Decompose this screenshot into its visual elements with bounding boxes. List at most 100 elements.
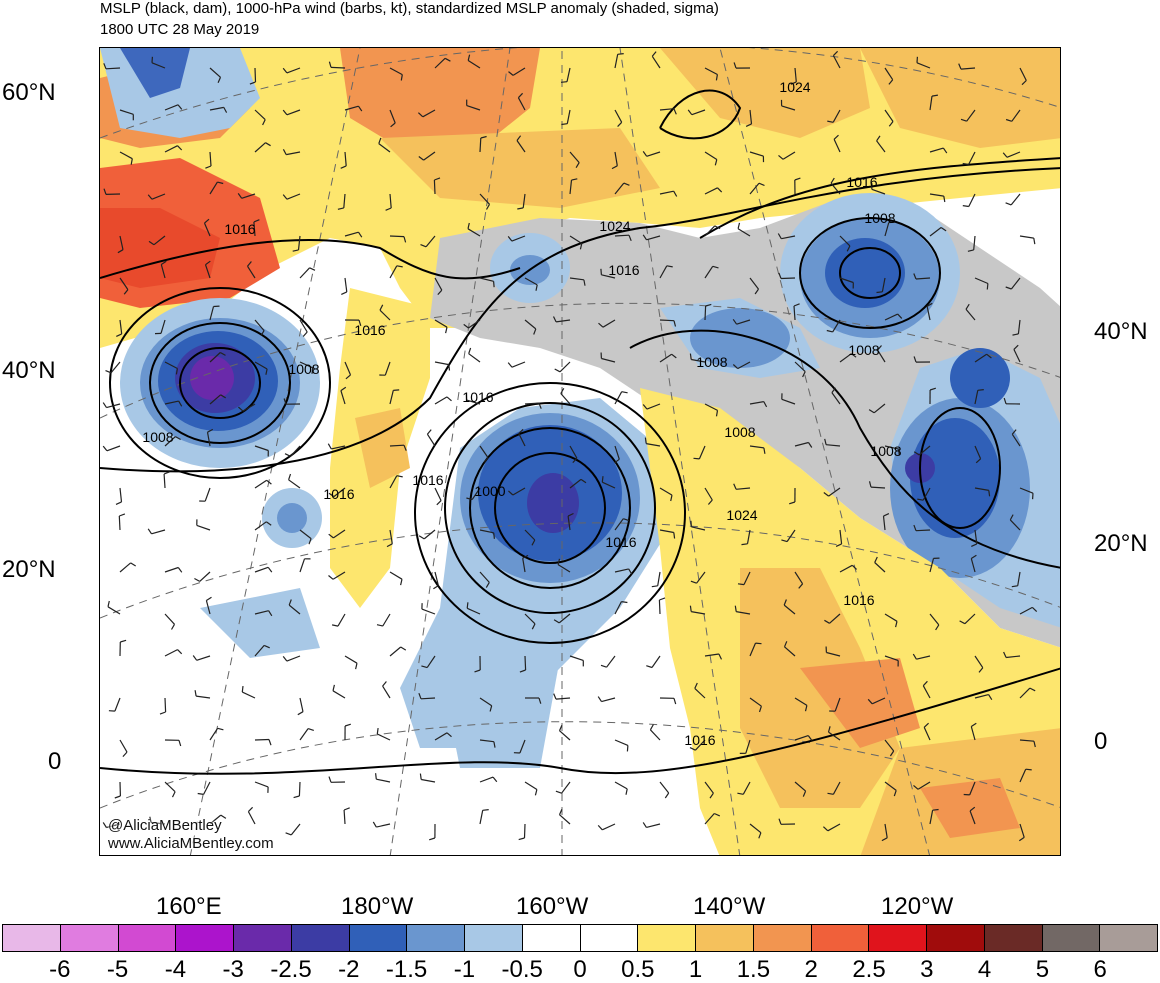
map-panel[interactable]	[99, 47, 1061, 856]
wind-barb-flag	[120, 640, 126, 642]
wind-barb	[1020, 236, 1034, 238]
colorbar-box	[465, 925, 523, 951]
wind-barb	[525, 824, 526, 838]
wind-barb	[615, 740, 628, 745]
wind-barb-flag	[690, 354, 691, 360]
wind-barb-flag	[419, 536, 424, 539]
wind-barb	[615, 782, 627, 789]
colorbar-box	[61, 925, 119, 951]
wind-barb	[165, 568, 178, 573]
wind-barb	[345, 278, 347, 292]
isobar-label: 1016	[846, 174, 877, 190]
wind-barb	[289, 480, 300, 488]
wind-barb	[390, 445, 404, 446]
wind-barb	[115, 698, 120, 711]
wind-barb-flag	[103, 822, 106, 827]
wind-barb-flag	[194, 579, 199, 582]
wind-barb	[421, 698, 435, 699]
wind-barb-flag	[178, 568, 182, 573]
wind-barb-flag	[269, 740, 271, 746]
wind-barb-flag	[598, 697, 601, 702]
wind-barb-flag	[756, 643, 762, 644]
colorbar-tick-label: -6	[49, 957, 70, 983]
wind-barb	[165, 614, 175, 624]
wind-barb-flag	[283, 656, 287, 661]
isobar-label: 1016	[412, 472, 443, 488]
isobar-label: 1000	[474, 483, 505, 499]
wind-barb-flag	[103, 403, 106, 408]
wind-barb	[525, 656, 526, 670]
wind-barb-flag	[519, 838, 525, 840]
wind-barb-flag	[303, 332, 307, 337]
wind-barb	[197, 656, 210, 660]
wind-barb-flag	[218, 728, 224, 730]
wind-barb-flag	[602, 476, 603, 482]
wind-barb	[602, 698, 616, 702]
wind-barb	[255, 740, 269, 741]
wind-barb-flag	[289, 474, 291, 480]
isobar-label: 1008	[288, 361, 319, 377]
wind-barb	[300, 729, 308, 740]
wind-barb-flag	[206, 597, 211, 600]
wind-barb-flag	[665, 793, 668, 798]
wind-barb	[242, 692, 255, 698]
colorbar-tick-label: 4	[978, 957, 991, 983]
wind-barb-flag	[659, 598, 665, 600]
colorbar-box	[350, 925, 408, 951]
wind-barb-flag	[652, 586, 658, 587]
wind-barb	[652, 656, 660, 668]
wind-barb	[197, 525, 210, 530]
wind-barb-flag	[738, 584, 744, 585]
wind-barb	[196, 696, 210, 698]
wind-barb-flag	[332, 625, 338, 626]
wind-barb	[916, 530, 930, 531]
wind-barb-flag	[493, 777, 497, 782]
isobar-label: 1016	[462, 389, 493, 405]
isobar-label: 1008	[696, 354, 727, 370]
colorbar-box	[581, 925, 639, 951]
wind-barb-flag	[645, 438, 646, 444]
wind-barb-flag	[333, 685, 334, 691]
isobar-label: 1016	[605, 534, 636, 550]
wind-barb-flag	[377, 728, 378, 734]
wind-barb	[390, 572, 402, 579]
isobar-label: 1024	[726, 507, 757, 523]
isobar-label: 1024	[779, 79, 810, 95]
wind-barb-flag	[978, 390, 984, 391]
lon-label-160w: 160°W	[516, 894, 588, 920]
wind-barb-flag	[674, 533, 675, 539]
wind-barb	[469, 354, 480, 362]
lon-label-180w: 180°W	[341, 894, 413, 920]
wind-barb-flag	[328, 444, 331, 449]
wind-barb-flag	[556, 791, 562, 793]
wind-barb	[435, 397, 447, 404]
colorbar-box	[119, 925, 177, 951]
wind-barb-flag	[344, 808, 350, 810]
colorbar-tick-label: 2	[805, 957, 818, 983]
wind-barb	[299, 782, 300, 796]
isobar-label: 1016	[323, 486, 354, 502]
wind-barb-flag	[447, 397, 452, 401]
wind-barb-flag	[310, 268, 315, 271]
lat-label-40n: 40°N	[2, 358, 56, 384]
wind-barb-flag	[198, 794, 204, 795]
isobar-label: 1008	[848, 342, 879, 358]
wind-barb-flag	[294, 796, 300, 798]
wind-barb-flag	[494, 533, 495, 539]
wind-barb	[291, 446, 301, 456]
lat-label-equator-right: 0	[1094, 729, 1107, 755]
wind-barb-flag	[643, 822, 646, 827]
colorbar-box	[696, 925, 754, 951]
wind-barb-flag	[377, 625, 383, 626]
colorbar-box	[638, 925, 696, 951]
wind-barb-flag	[963, 206, 969, 207]
wind-barb-flag	[160, 712, 166, 714]
wind-barb	[120, 740, 127, 752]
wind-barb	[376, 824, 390, 827]
wind-barb	[390, 647, 401, 656]
wind-barb-flag	[193, 656, 197, 661]
wind-barb-flag	[622, 392, 628, 393]
colorbar-tick-label: -0.5	[502, 957, 543, 983]
wind-barb-flag	[598, 825, 602, 829]
colorbar-box	[754, 925, 812, 951]
